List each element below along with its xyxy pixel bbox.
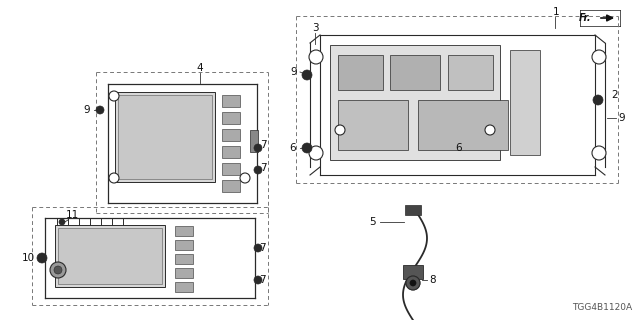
Circle shape bbox=[109, 173, 119, 183]
Text: 9: 9 bbox=[84, 105, 90, 115]
Bar bbox=[175, 226, 193, 236]
Text: 2: 2 bbox=[612, 90, 618, 100]
Text: Fr.: Fr. bbox=[579, 13, 591, 23]
Bar bbox=[175, 240, 193, 250]
Text: 7: 7 bbox=[260, 163, 266, 173]
Circle shape bbox=[240, 173, 250, 183]
Bar bbox=[330, 45, 500, 160]
Bar bbox=[418, 100, 508, 150]
Text: 3: 3 bbox=[312, 23, 318, 33]
Bar bbox=[510, 50, 540, 155]
Bar bbox=[390, 55, 440, 90]
Bar bbox=[222, 180, 240, 192]
Text: 9: 9 bbox=[291, 67, 298, 77]
Text: 1: 1 bbox=[553, 7, 559, 17]
Text: 6: 6 bbox=[456, 143, 462, 153]
Text: 11: 11 bbox=[65, 210, 79, 220]
Circle shape bbox=[254, 276, 262, 284]
Bar bbox=[118, 95, 212, 179]
Circle shape bbox=[37, 253, 47, 263]
Circle shape bbox=[309, 50, 323, 64]
Bar bbox=[403, 265, 423, 279]
Text: 7: 7 bbox=[259, 275, 266, 285]
Circle shape bbox=[335, 125, 345, 135]
Text: 6: 6 bbox=[290, 143, 296, 153]
Bar bbox=[222, 129, 240, 141]
Text: TGG4B1120A: TGG4B1120A bbox=[572, 303, 632, 312]
Circle shape bbox=[309, 146, 323, 160]
Bar bbox=[338, 55, 383, 90]
Circle shape bbox=[254, 166, 262, 174]
Text: 7: 7 bbox=[259, 243, 266, 253]
Bar bbox=[448, 55, 493, 90]
Text: 8: 8 bbox=[429, 275, 436, 285]
Bar bbox=[115, 92, 215, 182]
Circle shape bbox=[59, 219, 65, 225]
Bar bbox=[250, 130, 258, 152]
Circle shape bbox=[593, 95, 603, 105]
Circle shape bbox=[109, 91, 119, 101]
Circle shape bbox=[410, 280, 416, 286]
Circle shape bbox=[54, 266, 62, 274]
Text: 7: 7 bbox=[260, 140, 266, 150]
Bar bbox=[338, 100, 408, 150]
Bar bbox=[222, 146, 240, 158]
Circle shape bbox=[485, 125, 495, 135]
Bar bbox=[222, 95, 240, 107]
Circle shape bbox=[254, 244, 262, 252]
Bar bbox=[222, 112, 240, 124]
Bar bbox=[222, 163, 240, 175]
Text: 4: 4 bbox=[196, 63, 204, 73]
Bar bbox=[175, 282, 193, 292]
Circle shape bbox=[254, 144, 262, 152]
Circle shape bbox=[96, 106, 104, 114]
Text: 5: 5 bbox=[370, 217, 376, 227]
Circle shape bbox=[406, 276, 420, 290]
Bar bbox=[405, 205, 421, 215]
Bar bbox=[55, 225, 165, 287]
Text: 10: 10 bbox=[21, 253, 35, 263]
Circle shape bbox=[302, 143, 312, 153]
Circle shape bbox=[592, 146, 606, 160]
Circle shape bbox=[592, 50, 606, 64]
Bar bbox=[175, 254, 193, 264]
Bar bbox=[58, 228, 162, 284]
Text: 9: 9 bbox=[619, 113, 625, 123]
Circle shape bbox=[50, 262, 66, 278]
Bar bbox=[175, 268, 193, 278]
Circle shape bbox=[302, 70, 312, 80]
Circle shape bbox=[406, 276, 420, 290]
